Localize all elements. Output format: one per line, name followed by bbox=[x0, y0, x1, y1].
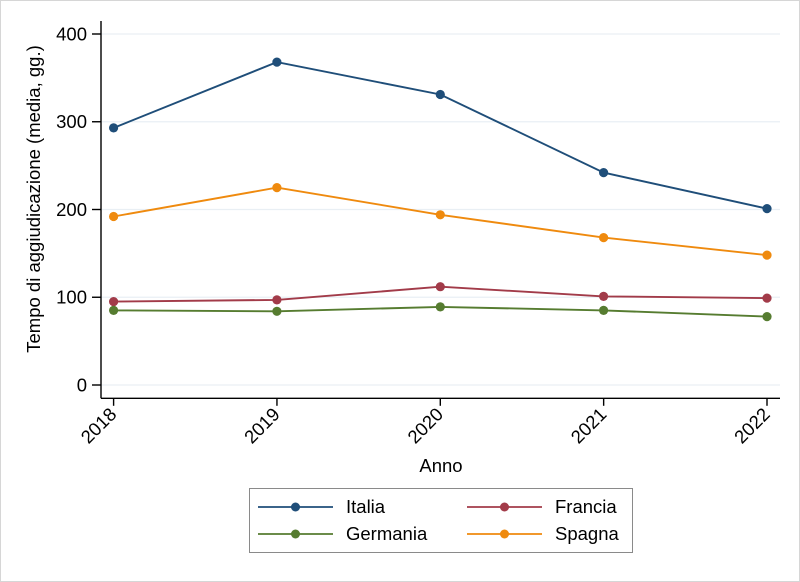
legend-entry-spagna: Spagna bbox=[467, 523, 632, 545]
series-marker-spagna-2021 bbox=[599, 233, 609, 243]
y-axis-title: Tempo di aggiudicazione (media, gg.) bbox=[23, 45, 44, 353]
legend-symbol-francia-icon bbox=[467, 502, 542, 512]
legend-label-francia: Francia bbox=[555, 496, 617, 518]
y-tick-label-100: 100 bbox=[56, 287, 87, 308]
series-marker-germania-2020 bbox=[435, 302, 445, 312]
legend-symbol-germania-icon bbox=[258, 529, 333, 539]
x-tick-label-2021: 2021 bbox=[567, 403, 611, 447]
series-marker-francia-2018 bbox=[109, 297, 119, 307]
legend-label-germania: Germania bbox=[346, 522, 428, 544]
legend-entry-francia: Francia bbox=[467, 496, 632, 518]
y-tick-label-0: 0 bbox=[77, 374, 87, 395]
x-tick-label-2020: 2020 bbox=[403, 403, 447, 447]
legend-entry-italia: Italia bbox=[258, 496, 467, 518]
series-marker-spagna-2022 bbox=[762, 250, 772, 260]
x-tick-label-2019: 2019 bbox=[240, 403, 284, 447]
legend-label-spagna: Spagna bbox=[555, 522, 619, 544]
series-marker-spagna-2019 bbox=[272, 183, 282, 193]
series-line-spagna bbox=[113, 186, 768, 257]
x-tick-label-2022: 2022 bbox=[730, 403, 774, 447]
y-tick-label-400: 400 bbox=[56, 23, 87, 44]
y-tick-label-200: 200 bbox=[56, 199, 87, 220]
series-marker-francia-2022 bbox=[762, 293, 772, 303]
series-marker-spagna-2018 bbox=[109, 211, 119, 222]
series-marker-italia-2021 bbox=[599, 168, 609, 178]
series-marker-italia-2020 bbox=[435, 89, 445, 100]
legend-entry-germania: Germania bbox=[258, 523, 467, 545]
series-marker-germania-2019 bbox=[272, 306, 282, 316]
series-marker-italia-2022 bbox=[762, 204, 772, 214]
x-axis-title: Anno bbox=[419, 455, 463, 476]
series-marker-italia-2019 bbox=[272, 57, 282, 67]
legend: Italia Francia Germania Spagna bbox=[249, 488, 633, 553]
series-marker-spagna-2020 bbox=[435, 210, 445, 220]
y-tick-label-300: 300 bbox=[56, 111, 87, 132]
series-marker-italia-2018 bbox=[109, 123, 119, 133]
series-line-italia bbox=[113, 61, 768, 210]
series-marker-germania-2021 bbox=[599, 305, 609, 315]
legend-symbol-spagna-icon bbox=[467, 529, 542, 539]
legend-label-italia: Italia bbox=[346, 496, 386, 518]
series-marker-germania-2022 bbox=[762, 312, 772, 322]
series-marker-francia-2021 bbox=[599, 291, 609, 301]
series-marker-francia-2019 bbox=[272, 295, 282, 305]
legend-symbol-italia-icon bbox=[258, 502, 333, 512]
series-marker-francia-2020 bbox=[435, 282, 445, 292]
series-marker-germania-2018 bbox=[109, 305, 119, 315]
x-tick-label-2018: 2018 bbox=[76, 403, 120, 447]
